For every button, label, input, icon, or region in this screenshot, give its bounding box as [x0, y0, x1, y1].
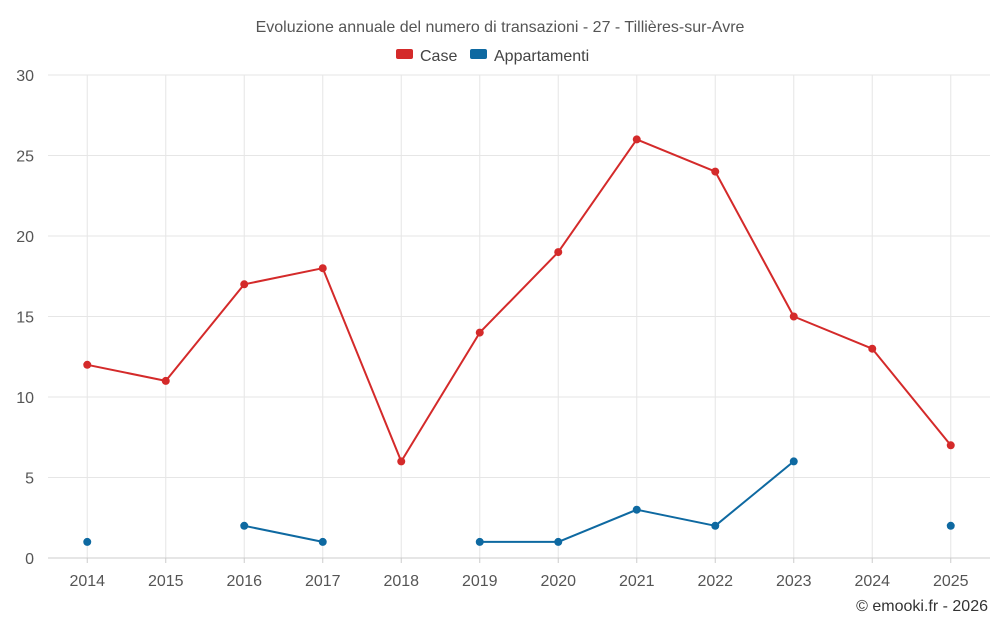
x-tick-label: 2022 [697, 573, 733, 590]
data-point-appartamenti-2019[interactable] [475, 537, 484, 546]
x-tick-label: 2016 [226, 573, 262, 590]
x-tick-label: 2023 [776, 573, 812, 590]
credit: © emooki.fr - 2026 [856, 598, 988, 615]
data-point-appartamenti-2021[interactable] [632, 505, 641, 514]
x-tick-label: 2025 [933, 573, 969, 590]
data-point-case-2022[interactable] [711, 167, 720, 176]
data-point-case-2020[interactable] [554, 248, 563, 257]
x-tick-label: 2019 [462, 573, 498, 590]
data-point-appartamenti-2025[interactable] [946, 521, 955, 530]
data-point-case-2023[interactable] [789, 312, 798, 321]
data-point-case-2024[interactable] [868, 344, 877, 353]
x-tick-label: 2015 [148, 573, 184, 590]
y-tick-label: 30 [16, 68, 34, 85]
data-point-case-2015[interactable] [161, 376, 170, 385]
legend-label-appartamenti: Appartamenti [494, 48, 589, 65]
x-tick-label: 2024 [854, 573, 890, 590]
x-tick-label: 2014 [69, 573, 105, 590]
legend-label-case: Case [420, 48, 457, 65]
series [83, 135, 955, 546]
data-point-case-2021[interactable] [632, 135, 641, 144]
series-line-case [87, 138, 952, 463]
legend-swatch-case [396, 49, 413, 59]
x-tick-label: 2021 [619, 573, 655, 590]
x-tick-label: 2018 [383, 573, 419, 590]
series-line-appartamenti [244, 524, 323, 543]
data-point-appartamenti-2023[interactable] [789, 457, 798, 466]
series-appartamenti [83, 457, 955, 546]
data-point-appartamenti-2020[interactable] [554, 537, 563, 546]
data-point-appartamenti-2016[interactable] [240, 521, 249, 530]
legend-item-appartamenti[interactable]: Appartamenti [470, 48, 589, 65]
y-tick-label: 5 [25, 471, 34, 488]
series-case [83, 135, 955, 466]
data-point-case-2016[interactable] [240, 280, 249, 289]
y-tick-label: 0 [25, 551, 34, 568]
data-point-case-2017[interactable] [318, 264, 327, 273]
y-tick-label: 25 [16, 149, 34, 166]
data-point-appartamenti-2022[interactable] [711, 521, 720, 530]
legend[interactable]: Case Appartamenti [396, 48, 589, 65]
data-point-appartamenti-2014[interactable] [83, 537, 92, 546]
legend-swatch-appartamenti [470, 49, 487, 59]
chart-title: Evoluzione annuale del numero di transaz… [256, 19, 745, 36]
x-tick-label: 2017 [305, 573, 341, 590]
y-tick-label: 15 [16, 310, 34, 327]
data-point-appartamenti-2017[interactable] [318, 537, 327, 546]
legend-item-case[interactable]: Case [396, 48, 457, 65]
data-point-case-2014[interactable] [83, 360, 92, 369]
y-tick-label: 20 [16, 229, 34, 246]
grid [48, 74, 990, 559]
y-tick-label: 10 [16, 390, 34, 407]
data-point-case-2025[interactable] [946, 441, 955, 450]
data-point-case-2018[interactable] [397, 457, 406, 466]
data-point-case-2019[interactable] [475, 328, 484, 337]
x-tick-label: 2020 [540, 573, 576, 590]
